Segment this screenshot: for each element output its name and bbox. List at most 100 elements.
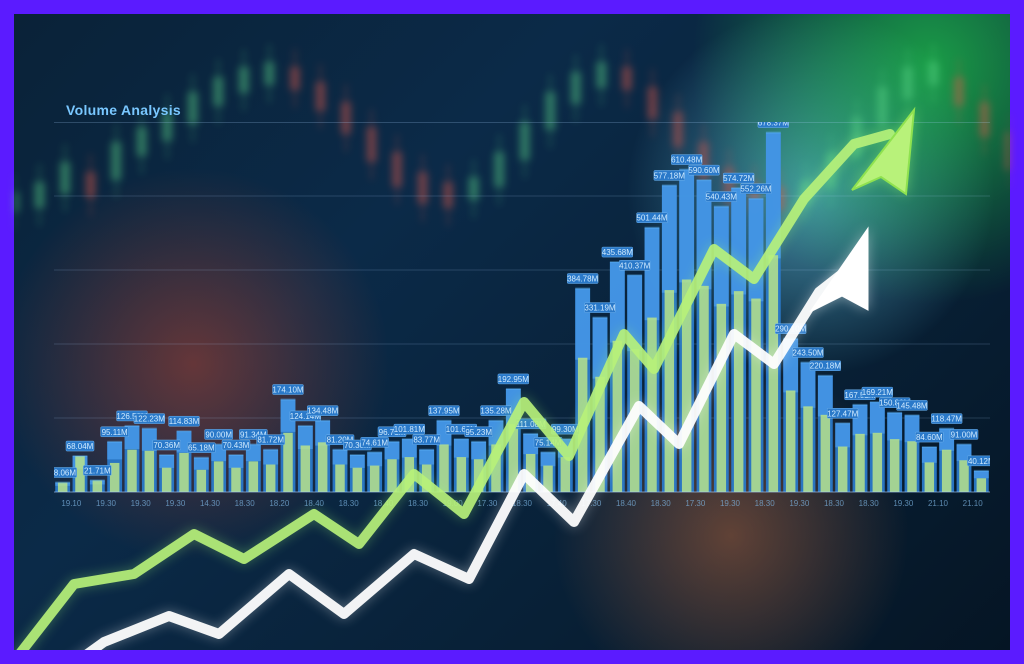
chart-frame: { "canvas": { "width": 1024, "height": 6… — [0, 0, 1024, 664]
bar-value-label: 552.26M — [740, 185, 771, 194]
bar-secondary — [179, 453, 188, 492]
x-axis-tick-label: 18.30 — [859, 499, 880, 508]
bar-value-label: 169.21M — [862, 388, 893, 397]
x-axis-tick-label: 19.30 — [96, 499, 117, 508]
bar-value-label: 540.43M — [706, 193, 737, 202]
bar-secondary — [474, 459, 483, 492]
x-axis-tick-label: 18.30 — [651, 499, 672, 508]
bar-secondary — [93, 480, 102, 492]
bar-secondary — [387, 459, 396, 492]
x-axis-tick-label: 18.30 — [755, 499, 776, 508]
bar-value-label: 678.37M — [758, 122, 789, 128]
bar-secondary — [769, 255, 778, 492]
bar-value-label: 18.06M — [54, 468, 76, 477]
x-axis-tick-label: 19.30 — [893, 499, 914, 508]
bar-secondary — [595, 377, 604, 492]
bar-value-label: 118.47M — [931, 415, 962, 424]
bar-value-label: 577.18M — [654, 171, 685, 180]
bar-secondary — [890, 439, 899, 492]
bar-value-label: 70.36M — [153, 441, 180, 450]
chart-title: Volume Analysis — [66, 102, 181, 118]
bar-value-label: 145.48M — [896, 401, 927, 410]
bar-secondary — [838, 447, 847, 492]
bar-value-label: 70.43M — [223, 441, 250, 450]
x-axis-tick-label: 21.10 — [928, 499, 949, 508]
bar-secondary — [630, 349, 639, 492]
bar-value-label: 331.19M — [584, 304, 615, 313]
bar-secondary — [613, 341, 622, 492]
x-axis-tick-label: 19.30 — [131, 499, 152, 508]
bar-value-label: 68.04M — [67, 442, 94, 451]
bar-value-label: 21.71M — [84, 466, 111, 475]
x-axis-tick-label: 18.40 — [304, 499, 325, 508]
bar-secondary — [127, 450, 136, 492]
bar-value-label: 134.48M — [307, 407, 338, 416]
bar-secondary — [717, 304, 726, 492]
bar-value-label: 91.00M — [951, 430, 978, 439]
bar-value-label: 435.68M — [602, 248, 633, 257]
bar-value-label: 99.30M — [552, 425, 579, 434]
bar-secondary — [422, 465, 431, 492]
x-axis-tick-label: 18.30 — [408, 499, 429, 508]
bar-value-label: 90.00M — [205, 430, 232, 439]
x-axis-tick-label: 19.30 — [789, 499, 810, 508]
x-axis-tick-label: 21.10 — [963, 499, 984, 508]
bar-value-label: 192.95M — [498, 375, 529, 384]
bar-value-label: 174.10M — [272, 386, 303, 395]
bar-value-label: 81.72M — [257, 436, 284, 445]
x-axis-tick-label: 14.30 — [200, 499, 221, 508]
x-axis-tick-label: 18.30 — [235, 499, 256, 508]
bar-value-label: 111.08M — [516, 420, 546, 429]
bar-secondary — [249, 461, 258, 492]
bar-value-label: 84.60M — [916, 433, 943, 442]
bar-secondary — [821, 415, 830, 492]
bar-secondary — [786, 391, 795, 492]
bar-value-label: 83.77M — [413, 436, 440, 445]
bar-secondary — [682, 280, 691, 492]
bar-secondary — [925, 462, 934, 492]
bar-secondary — [907, 441, 916, 492]
bar-value-label: 75.14M — [535, 438, 562, 447]
x-axis-tick-label: 17.30 — [581, 499, 602, 508]
bar-value-label: 135.28M — [480, 407, 511, 416]
bar-secondary — [318, 442, 327, 492]
bar-secondary — [803, 406, 812, 492]
bars-group — [55, 132, 989, 492]
bar-secondary — [301, 445, 310, 492]
x-axis-tick-label: 19.10 — [61, 499, 82, 508]
bar-secondary — [405, 457, 414, 492]
bar-secondary — [335, 465, 344, 492]
bar-value-label: 384.78M — [567, 275, 598, 284]
x-axis-tick-label: 18.30 — [824, 499, 845, 508]
bar-secondary — [873, 433, 882, 492]
x-axis-tick-label: 17.30 — [477, 499, 498, 508]
bar-secondary — [457, 457, 466, 492]
bar-value-label: 574.72M — [723, 174, 754, 183]
x-axis-tick-label: 19.30 — [720, 499, 741, 508]
bar-value-label: 590.60M — [688, 166, 719, 175]
bar-secondary — [561, 457, 570, 492]
bar-secondary — [491, 444, 500, 492]
bar-value-label: 95.23M — [465, 428, 492, 437]
bar-secondary — [526, 454, 535, 492]
bar-secondary — [509, 424, 518, 492]
bar-value-label: 101.81M — [394, 425, 425, 434]
bar-value-label: 610.48M — [671, 156, 702, 165]
x-axis-tick-label: 19.00 — [443, 499, 464, 508]
bar-value-label: 127.47M — [827, 409, 858, 418]
bar-secondary — [751, 299, 760, 492]
bar-secondary — [942, 450, 951, 492]
bar-secondary — [665, 290, 674, 492]
bar-secondary — [145, 451, 154, 492]
bar-value-label: 95.11M — [102, 428, 128, 437]
bar-value-label: 410.37M — [619, 261, 650, 270]
x-axis-tick-label: 18.20 — [269, 499, 290, 508]
bar-secondary — [439, 444, 448, 492]
bar-value-label: 290.10M — [775, 325, 806, 334]
volume-bar-chart: 18.06M68.04M21.71M95.11M126.53M122.23M70… — [54, 122, 990, 532]
bar-secondary — [734, 291, 743, 492]
bar-value-label: 114.83M — [169, 417, 200, 426]
bar-secondary — [699, 286, 708, 492]
x-axis-tick-label: 18.30 — [512, 499, 533, 508]
bar-secondary — [214, 461, 223, 492]
